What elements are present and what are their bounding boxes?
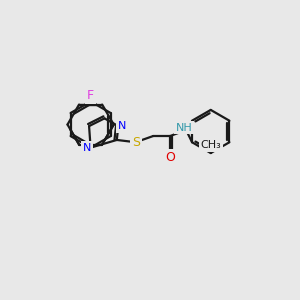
Text: S: S xyxy=(132,136,140,149)
Text: CH₃: CH₃ xyxy=(200,140,221,150)
Text: N: N xyxy=(82,143,91,153)
Text: NH: NH xyxy=(176,123,192,133)
Text: N: N xyxy=(118,121,126,131)
Text: F: F xyxy=(87,89,94,102)
Text: O: O xyxy=(165,151,175,164)
